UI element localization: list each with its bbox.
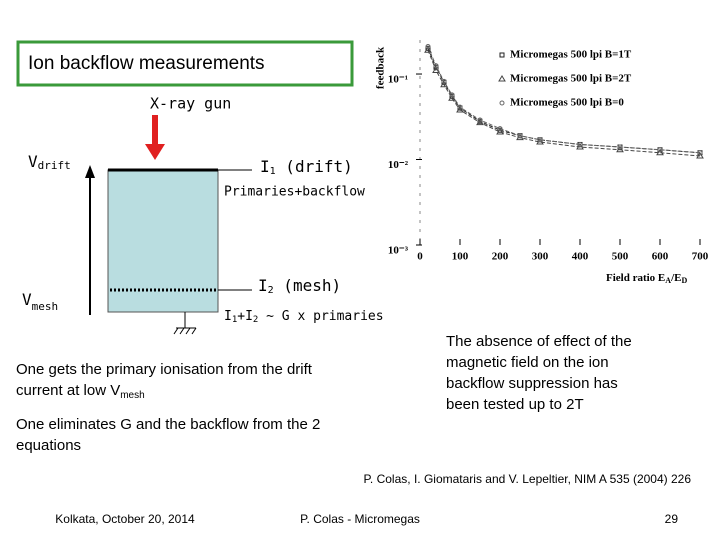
marker	[616, 145, 624, 153]
page-number: 29	[665, 512, 679, 526]
marker	[477, 117, 483, 123]
legend-label: Micromegas 500 lpi B=0	[510, 97, 624, 109]
marker	[433, 63, 439, 69]
i2-rest: (mesh)	[274, 276, 341, 295]
primaries-label: Primaries+backflow	[224, 185, 365, 200]
vdrift-main: V	[28, 152, 38, 171]
i2-main: I	[258, 276, 268, 295]
marker	[537, 137, 543, 143]
marker	[576, 143, 584, 150]
series-line	[427, 50, 701, 157]
marker	[697, 150, 703, 156]
i1-label: I1 (drift)	[260, 157, 353, 178]
i1-main: I	[260, 157, 270, 176]
x-tick-label: 500	[612, 251, 629, 263]
x-tick-label: 100	[452, 251, 469, 263]
marker	[498, 75, 506, 82]
marker	[696, 151, 704, 159]
marker	[440, 80, 448, 88]
sum-b: +I	[237, 309, 253, 324]
y-axis-label: feedback	[375, 46, 387, 89]
i2-label: I2 (mesh)	[258, 276, 341, 297]
note-line: The absence of effect of the	[446, 333, 632, 350]
marker	[497, 126, 503, 132]
marker	[432, 66, 440, 73]
title-box	[16, 40, 354, 87]
y-tick-label: 10⁻¹	[388, 74, 408, 86]
x-tick-label: 400	[572, 251, 589, 263]
field-arrowhead	[85, 165, 95, 178]
x-label-sub1: A	[665, 276, 671, 285]
x-label-a: Field ratio E	[606, 272, 665, 284]
y-tick-label: 10⁻²	[388, 159, 409, 171]
marker	[425, 43, 431, 49]
vmesh-label: Vmesh	[22, 290, 58, 314]
slide-title: Ion backflow measurements	[28, 53, 265, 74]
marker	[517, 133, 523, 139]
marker	[657, 147, 663, 153]
marker	[656, 148, 664, 156]
x-label-mid: /E	[670, 272, 681, 284]
chamber	[107, 169, 219, 313]
note-line: magnetic field on the ion	[446, 354, 609, 371]
x-tick-label: 300	[532, 251, 549, 263]
para2-line1: One eliminates G and the backflow from t…	[16, 416, 320, 433]
sum-rest: ~ G x primaries	[258, 309, 383, 324]
marker	[577, 141, 583, 147]
note: The absence of effect of the magnetic fie…	[446, 333, 632, 413]
note-line: been tested up to 2T	[446, 396, 584, 413]
citation: P. Colas, I. Giomataris and V. Lepeltier…	[363, 472, 691, 486]
sum-a: I	[224, 309, 232, 324]
sum-a-sub: 1	[232, 315, 237, 325]
marker	[449, 92, 455, 98]
x-tick-label: 600	[652, 251, 669, 263]
para1-line2: current at low Vmesh	[16, 382, 145, 401]
para1-text: current at low V	[16, 382, 120, 399]
vdrift-sub: drift	[38, 159, 71, 172]
footer-center: P. Colas - Micromegas	[300, 512, 420, 526]
marker	[499, 52, 505, 58]
x-tick-label: 700	[692, 251, 709, 263]
x-tick-label: 0	[417, 251, 423, 263]
i2-sub: 2	[268, 285, 274, 296]
y-tick-label: 10⁻³	[388, 245, 409, 257]
marker	[617, 144, 623, 150]
series-line	[427, 46, 701, 154]
para1-sub: mesh	[120, 390, 144, 401]
footer-left: Kolkata, October 20, 2014	[55, 512, 195, 526]
marker	[499, 100, 505, 106]
legend-label: Micromegas 500 lpi B=1T	[510, 49, 632, 61]
marker	[476, 118, 484, 126]
vmesh-sub: mesh	[32, 300, 59, 313]
marker	[496, 127, 504, 135]
i1-sub: 1	[270, 166, 276, 177]
sum-label: I1+I2 ~ G x primaries	[224, 309, 384, 325]
note-line: backflow suppression has	[446, 375, 618, 392]
vmesh-main: V	[22, 290, 32, 309]
x-tick-label: 200	[492, 251, 509, 263]
sum-b-sub: 2	[253, 315, 258, 325]
para1-line1: One gets the primary ionisation from the…	[16, 361, 313, 378]
marker	[457, 104, 463, 110]
i1-rest: (drift)	[276, 157, 353, 176]
x-axis-label: Field ratio EA/ED	[606, 272, 687, 285]
para2-line2: equations	[16, 437, 81, 454]
xray-label: X-ray gun	[150, 95, 231, 113]
legend-label: Micromegas 500 lpi B=2T	[510, 73, 632, 85]
x-label-sub2: D	[681, 276, 687, 285]
ground	[173, 312, 197, 335]
marker	[456, 105, 464, 113]
vdrift-label: Vdrift	[28, 152, 71, 173]
marker	[441, 78, 447, 84]
plot: feedback Field ratio EA/ED 10⁻¹ 10⁻² 10⁻³ 0…	[375, 40, 709, 285]
xray-arrowhead	[145, 144, 165, 160]
